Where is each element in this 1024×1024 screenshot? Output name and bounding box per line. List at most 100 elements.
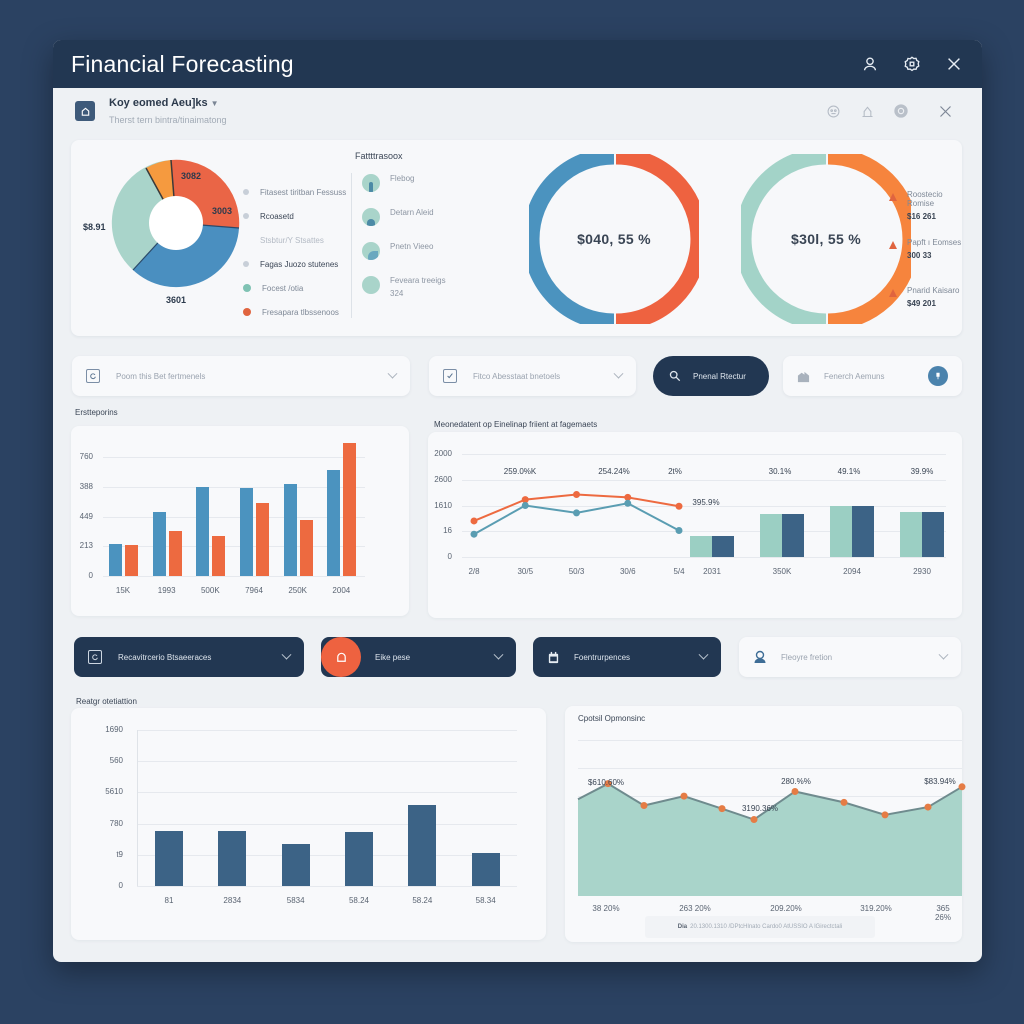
gridline — [103, 546, 365, 548]
filter-label: Fenerch Aemuns — [824, 371, 885, 381]
donut-chart-1: $040, 55 % — [522, 147, 708, 331]
bar — [690, 536, 712, 557]
x-tick-label: 319.20% — [860, 904, 892, 913]
bar — [299, 519, 313, 576]
y-tick-label: 0 — [88, 571, 93, 580]
chevron-down-icon — [387, 368, 398, 379]
filter-label: Poom this Bet fertmenels — [116, 371, 206, 381]
filter-dropdown-5[interactable]: Eike pese — [321, 637, 516, 677]
legend-name: Roostecio Romise — [907, 190, 943, 208]
gridline — [578, 796, 962, 797]
summary-panel: 3082 3003 $8.91 3601 Fitasest tiritban F… — [71, 140, 962, 336]
bar — [196, 487, 210, 576]
filter-dropdown-7[interactable]: Fleoyre fretion — [739, 637, 961, 677]
y-tick-label: 213 — [79, 541, 93, 551]
filter-label: Fleoyre fretion — [781, 652, 833, 662]
gridline — [137, 761, 517, 763]
chevron-down-icon — [698, 649, 709, 660]
y-tick-label: 388 — [79, 481, 93, 491]
gridline — [462, 505, 946, 507]
close-icon[interactable] — [944, 54, 964, 74]
upload-icon[interactable] — [858, 102, 876, 120]
x-tick-label: 5/4 — [673, 567, 685, 576]
toggle-icon[interactable] — [892, 102, 910, 120]
search-icon — [669, 370, 681, 382]
workspace-selector[interactable]: Koy eomed Aeu]ks ▼ — [109, 97, 227, 109]
fact-name: Fevearа treeigs — [390, 276, 446, 285]
y-tick-label: 1610 — [434, 500, 452, 510]
alert-triangle-icon — [889, 193, 897, 201]
fact-bubble-icon — [362, 276, 380, 294]
donut-center-value: $040, 55 % — [577, 231, 651, 247]
filter-dropdown-2[interactable]: Fitco Abesstaat bnetoels — [429, 356, 636, 396]
chevron-down-icon — [281, 649, 292, 660]
alert-triangle-icon — [889, 289, 897, 297]
data-annotation: 30.1% — [768, 467, 792, 476]
search-button[interactable]: Pnenal Rtectur — [653, 356, 769, 396]
bar — [782, 513, 804, 557]
legend-name: Pnarid Kaisaro — [907, 286, 960, 295]
filter-dropdown-6[interactable]: Foentrurpences — [533, 637, 721, 677]
fact-label: Pnetn Vieeo — [390, 242, 434, 251]
close-icon[interactable] — [936, 102, 954, 120]
donut-legend-item: Pnarid Kaisaro $49 201 — [889, 286, 962, 334]
filter-dropdown-4[interactable]: Recavitrcerio Btsaeeraces — [74, 637, 304, 677]
area-series — [577, 780, 966, 896]
settings-icon[interactable] — [902, 54, 922, 74]
legend-value: 300 33 — [907, 251, 932, 260]
subheader: Koy eomed Aeu]ks ▼ Therst tern bintra/tin… — [53, 88, 982, 134]
pie-bottom-label: 3601 — [166, 295, 187, 305]
data-annotation: 39.9% — [910, 467, 934, 476]
chevron-down-icon — [493, 649, 504, 660]
bar — [900, 511, 922, 557]
x-tick-label: 365 26% — [934, 904, 951, 922]
pie-legend: Fitasest tiritban Fessuss Rcoasetd Stsbt… — [243, 180, 346, 324]
refresh-icon — [86, 369, 100, 383]
bar — [852, 505, 874, 557]
chevron-down-icon — [938, 649, 949, 660]
data-annotation: 395.9% — [692, 498, 720, 507]
filter-dropdown-3[interactable]: Fenerch Aemuns — [783, 356, 962, 396]
x-tick-label: 38 20% — [592, 904, 620, 913]
legend-item: Stsbtur/Y Stsattes — [243, 228, 346, 252]
y-tick-label: 1690 — [105, 725, 123, 734]
donut-legend-item: Papft ı Eomses 300 33 — [889, 238, 962, 286]
bar — [168, 530, 182, 576]
pie-chart: 3082 3003 $8.91 3601 — [83, 158, 241, 305]
gridline — [137, 854, 517, 856]
home-icon[interactable] — [75, 101, 95, 121]
pin-icon[interactable] — [928, 366, 948, 386]
gridline — [103, 516, 365, 518]
legend-label: Fresapara tlbssenoos — [262, 307, 339, 317]
fact-bubble-icon — [362, 208, 380, 226]
y-tick-label: 780 — [109, 818, 123, 828]
legend-value: $49 201 — [907, 299, 936, 308]
legend-dot-icon — [243, 237, 249, 243]
footnote-label: Dia — [677, 924, 688, 930]
combo-chart-forecast: 0 16 1610 2600 2000 2/8 30/5 50/3 30/6 5/4 259.0%K… — [428, 432, 962, 618]
emoji-icon[interactable] — [824, 102, 842, 120]
bar — [256, 502, 269, 576]
checkbox-icon — [443, 369, 457, 383]
fact-label: Fevearа treeigs 324 — [390, 274, 446, 300]
person-icon — [753, 650, 767, 664]
data-annotation: $610.60% — [587, 778, 625, 787]
user-icon[interactable] — [860, 54, 880, 74]
filter-label: Foentrurpences — [574, 652, 631, 662]
x-tick-label: 58.24 — [412, 896, 433, 905]
legend-dot-icon — [243, 284, 251, 292]
chart-footnote: Dia 20.1300.1310 /DPtcHlnato Cardo0 AtUSS… — [645, 916, 875, 938]
data-annotation: $83.94% — [924, 777, 956, 786]
x-tick-label: 15K — [115, 586, 131, 595]
chart-title: Erstteporins — [75, 408, 118, 417]
x-tick-label: 58.34 — [475, 896, 496, 905]
y-tick-label: 560 — [109, 756, 123, 766]
filter-dropdown-1[interactable]: Poom this Bet fertmenels — [72, 356, 410, 396]
x-tick-label: 2031 — [703, 567, 721, 576]
bar — [212, 535, 226, 576]
legend-label: Focest /otia — [262, 283, 304, 293]
donut-legend-item: Roostecio Romise $16 261 — [889, 190, 962, 238]
gridline — [462, 557, 946, 558]
fact-value: 324 — [390, 289, 404, 298]
legend-dot-icon — [243, 189, 249, 195]
